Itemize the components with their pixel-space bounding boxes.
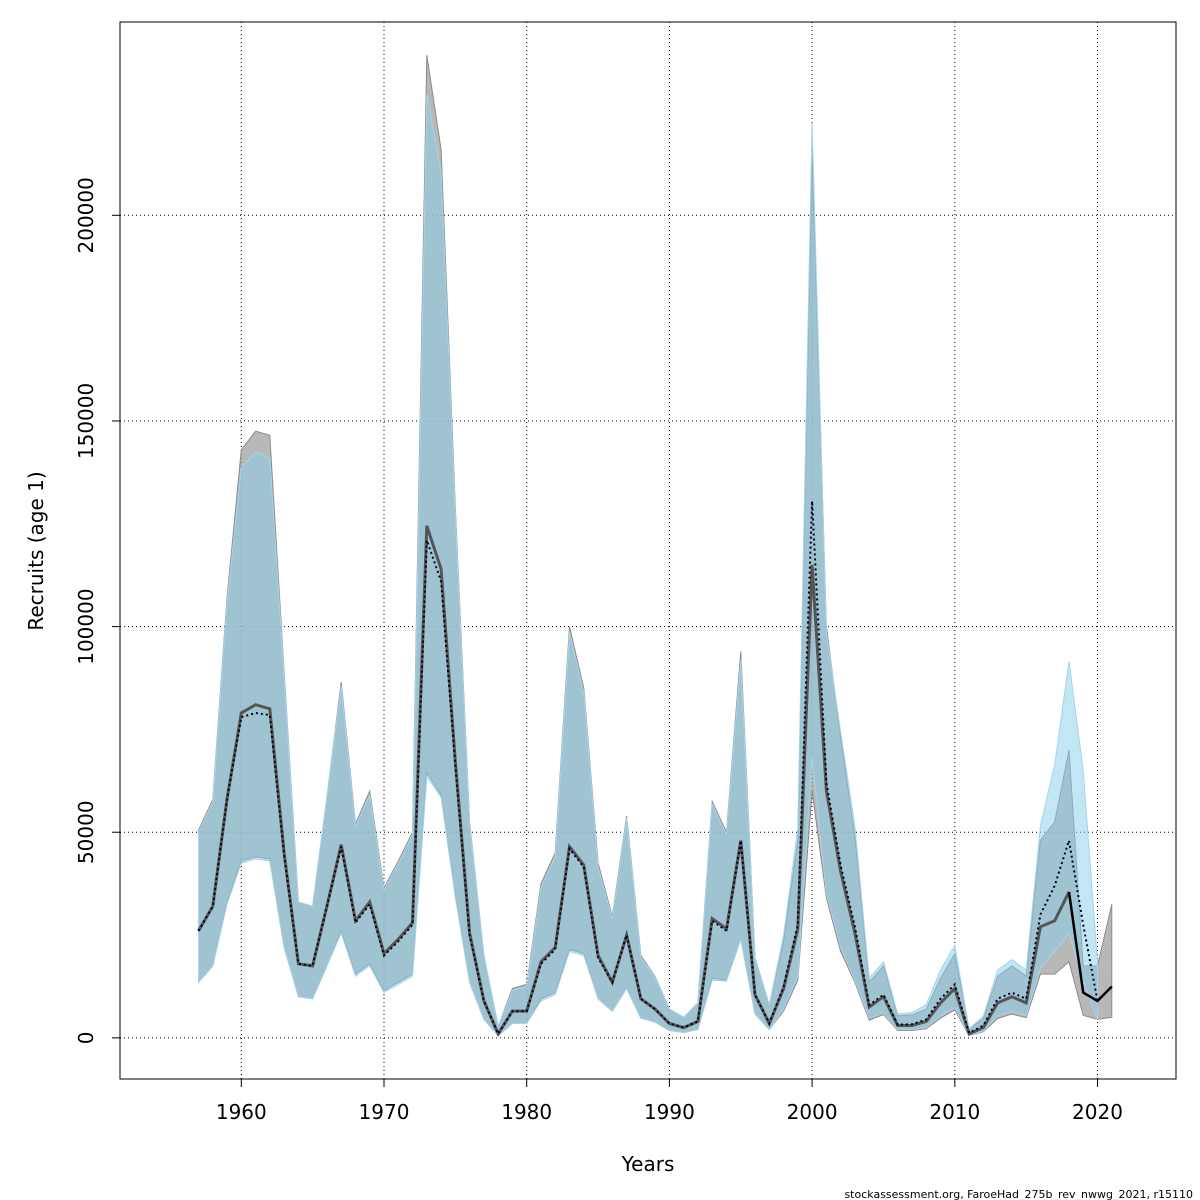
y-tick-label: 150000: [74, 383, 98, 459]
y-tick-label: 0: [74, 1032, 98, 1045]
x-tick-label: 1960: [216, 1100, 267, 1124]
y-tick-label: 50000: [74, 800, 98, 864]
x-tick-label: 1980: [501, 1100, 552, 1124]
y-axis-title: Recruits (age 1): [24, 471, 48, 630]
y-tick-label: 100000: [74, 588, 98, 664]
x-tick-label: 2000: [787, 1100, 838, 1124]
series-2-line: [197, 501, 1099, 1036]
x-tick-label: 2010: [929, 1100, 980, 1124]
series-1-line-tail: [1067, 891, 1113, 1003]
y-tick-label: 200000: [74, 177, 98, 253]
x-tick-label: 1970: [359, 1100, 410, 1124]
y-axis: 0 50000 100000 150000 200000: [74, 177, 120, 1044]
series-2-confidence-band: [198, 93, 1098, 1037]
x-tick-label: 1990: [644, 1100, 695, 1124]
source-note: stockassessment.org, FaroeHad_275b_rev_n…: [844, 1188, 1193, 1200]
series-lines: [197, 501, 1113, 1038]
x-axis-title: Years: [621, 1152, 675, 1176]
plot-frame: [119, 21, 1177, 1080]
confidence-bands: [198, 54, 1113, 1037]
x-tick-label: 2020: [1072, 1100, 1123, 1124]
x-axis: 1960 1970 1980 1990 2000 2010 2020: [216, 1079, 1123, 1124]
